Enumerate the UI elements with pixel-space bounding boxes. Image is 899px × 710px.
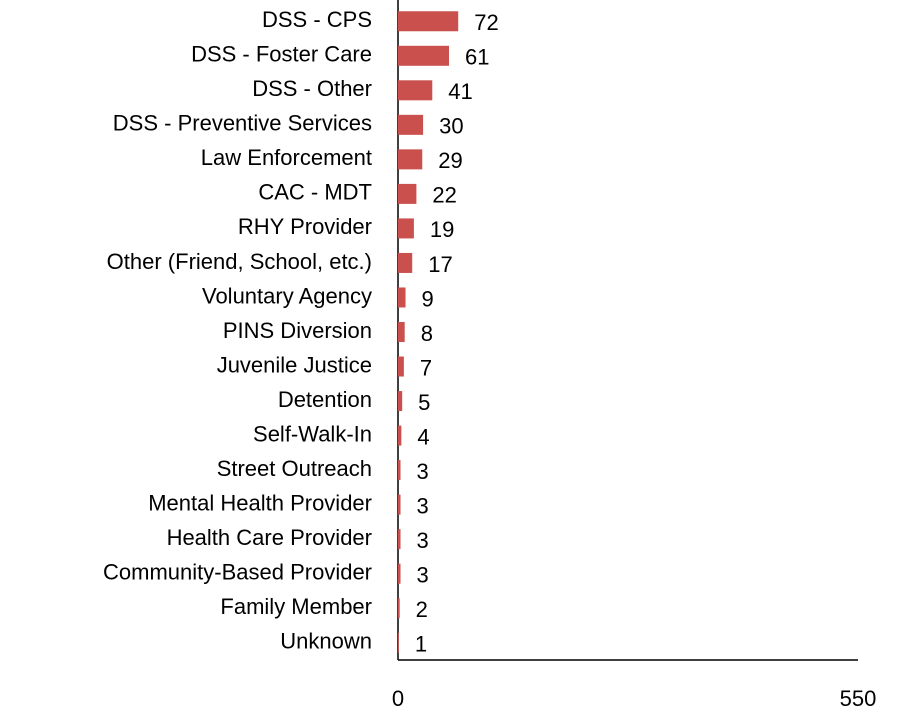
bar [398,114,424,135]
value-label: 3 [417,459,429,484]
bar [398,598,400,619]
value-label: 17 [428,252,452,277]
y-tick-label: Detention [278,387,372,412]
value-label: 19 [430,217,454,242]
y-tick-label: Health Care Provider [167,525,372,550]
value-label: 3 [417,562,429,587]
bar [398,356,404,377]
value-label: 72 [474,10,498,35]
bar [398,80,433,101]
bar [398,322,405,342]
y-tick-label: Law Enforcement [201,145,372,170]
bar [398,11,459,32]
y-tick-label: Mental Health Provider [148,490,372,515]
y-tick-label: Juvenile Justice [217,352,372,377]
y-tick-label: DSS - CPS [262,7,372,32]
value-label: 3 [417,493,429,518]
bar [398,460,401,481]
bar [398,632,399,653]
bar [398,252,413,273]
y-tick-label: RHY Provider [238,214,372,239]
y-tick-label: Street Outreach [217,456,372,481]
y-tick-label: Voluntary Agency [202,283,372,308]
value-label: 1 [415,632,427,657]
value-label: 5 [418,390,430,415]
x-tick-label: 550 [840,686,877,710]
bar [398,391,403,412]
value-label: 30 [439,114,463,139]
y-tick-label: Family Member [220,594,372,619]
y-tick-label: DSS - Preventive Services [113,111,372,136]
y-tick-label: Community-Based Provider [103,559,372,584]
bar [398,183,417,204]
bar [398,149,423,170]
bar [398,218,414,239]
value-label: 22 [432,183,456,208]
y-tick-label: Unknown [280,629,372,654]
bar [398,563,401,584]
value-label: 9 [422,286,434,311]
value-label: 61 [465,45,489,70]
y-tick-label: CAC - MDT [258,180,372,205]
value-label: 41 [448,79,472,104]
bar [398,494,401,515]
value-label: 2 [416,597,428,622]
value-label: 4 [417,424,429,449]
value-label: 3 [417,528,429,553]
bar [398,287,406,308]
y-tick-label: DSS - Other [252,76,372,101]
x-tick-label: 0 [392,686,404,710]
bar [398,425,402,446]
bar [398,45,450,66]
value-label: 29 [438,148,462,173]
value-label: 7 [420,355,432,380]
y-tick-label: Self-Walk-In [253,421,372,446]
bar [398,529,401,550]
y-tick-label: PINS Diversion [223,318,372,343]
value-label: 8 [421,321,433,346]
y-tick-label: DSS - Foster Care [191,42,372,67]
y-tick-label: Other (Friend, School, etc.) [107,249,372,274]
